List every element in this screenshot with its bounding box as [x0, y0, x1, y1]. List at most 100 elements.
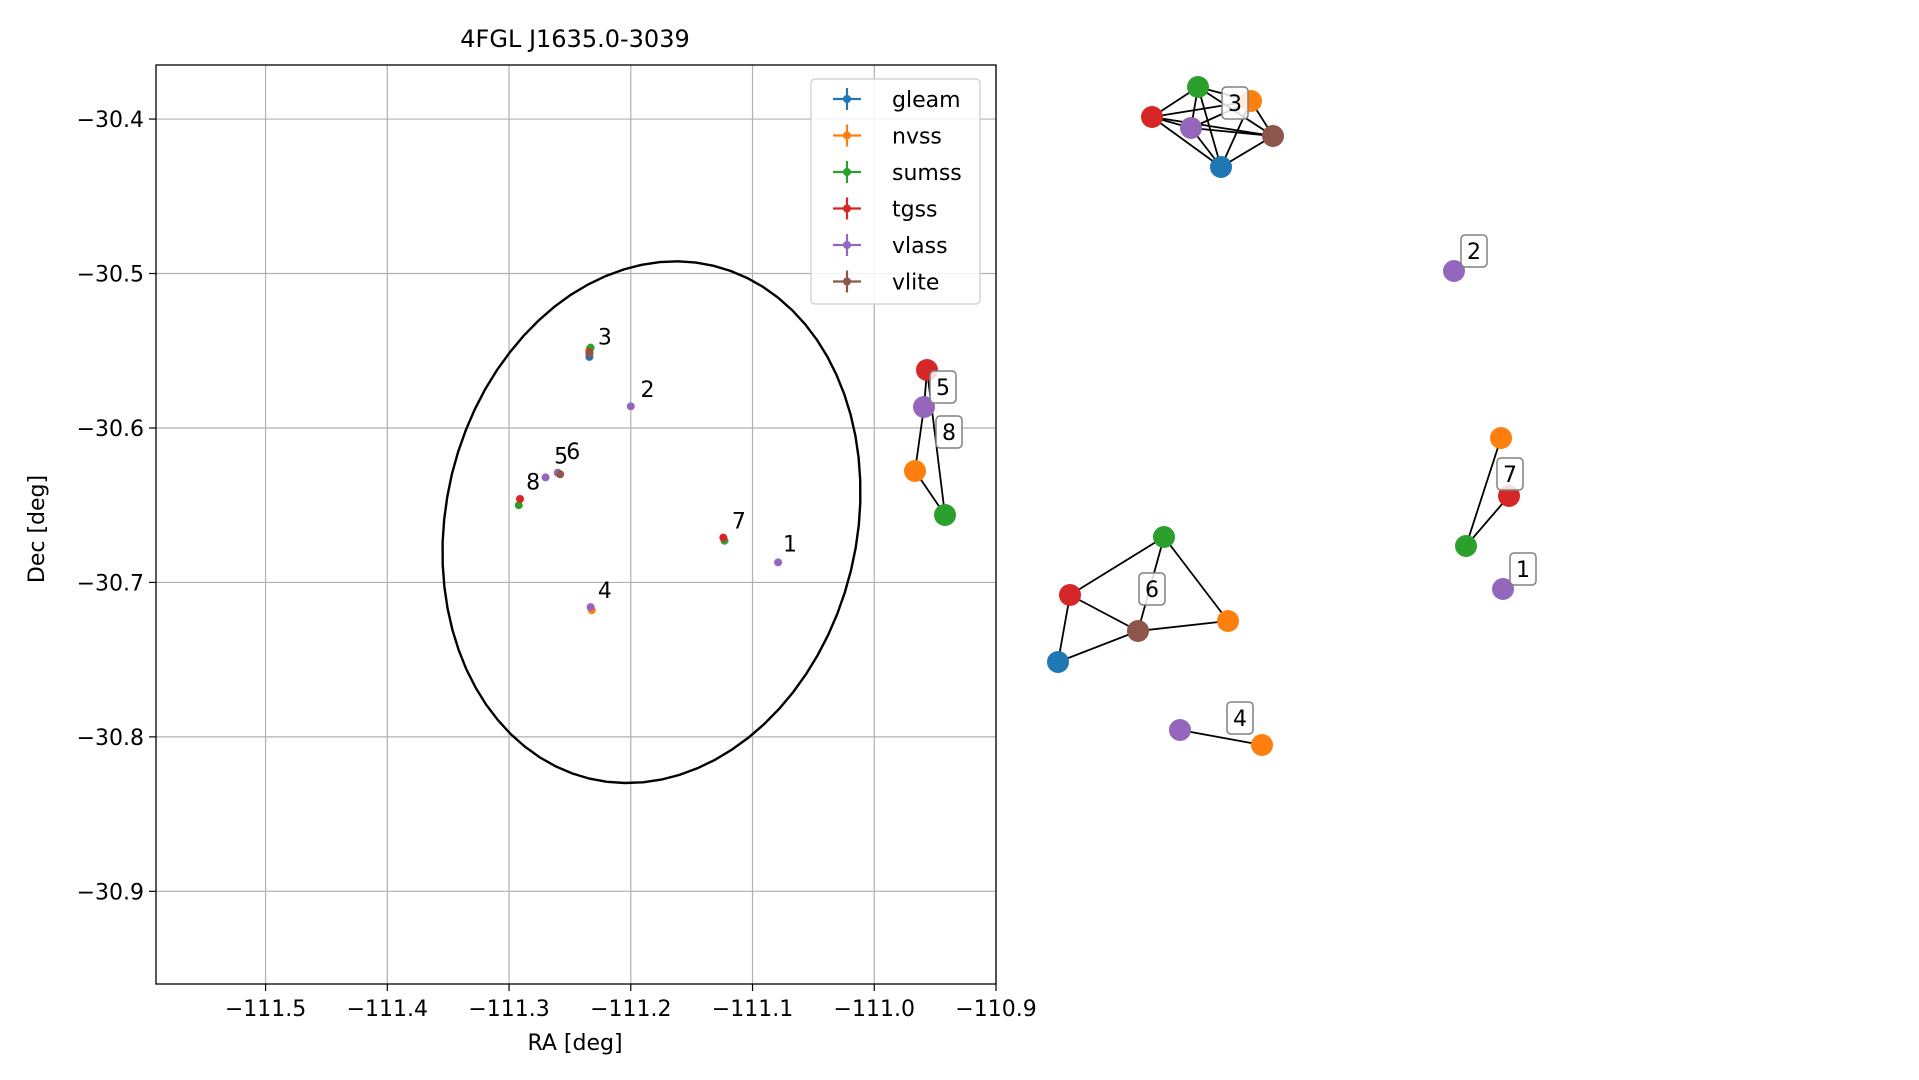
network-node-nvss: [904, 460, 926, 482]
x-tick-label: −110.9: [955, 997, 1036, 1022]
point-annotation: 8: [526, 471, 540, 496]
legend-marker-dot: [843, 168, 851, 176]
legend-label: nvss: [892, 125, 942, 150]
error-ellipse: [441, 260, 862, 785]
network-node-vlass: [1492, 578, 1514, 600]
legend-items: gleam nvss sumss tgss vlass vlite: [833, 88, 962, 296]
network-edge: [1057, 630, 1139, 663]
network-edge: [1151, 116, 1222, 168]
point-annotations: 1 2 3 4 56 7 8: [526, 326, 797, 604]
point-annotation: 6: [566, 440, 580, 465]
point-annotation: 5: [554, 444, 568, 469]
network-label-box: [1460, 234, 1488, 268]
network-edge: [1069, 536, 1165, 596]
network-node-sumss: [934, 504, 956, 526]
point-vlite: [585, 349, 594, 358]
network-node-sumss: [1153, 526, 1175, 548]
legend-item-sumss: sumss: [833, 161, 962, 186]
point-annotation: 7: [732, 509, 746, 534]
network-label-text: 1: [1516, 558, 1530, 583]
y-tick-label: −30.9: [77, 880, 144, 905]
x-tick-label: −111.1: [712, 997, 793, 1022]
network-label-box: [1496, 457, 1524, 491]
network-node-gleam: [1210, 156, 1232, 178]
legend-marker-dot: [843, 95, 851, 103]
network-node-sumss: [1455, 535, 1477, 557]
network-node-vlass: [1169, 719, 1191, 741]
network-label: 7: [1496, 457, 1524, 491]
legend-label: vlite: [892, 271, 939, 296]
network-label-box: [1226, 701, 1254, 735]
network-label: 2: [1460, 234, 1488, 268]
y-tick-label: −30.8: [77, 726, 144, 751]
network-label: 4: [1226, 701, 1254, 735]
network-node-sumss: [1187, 76, 1209, 98]
legend: gleam nvss sumss tgss vlass vlite: [810, 78, 981, 305]
network-edge: [1163, 536, 1229, 622]
chart-title: 4FGL J1635.0-3039: [460, 25, 689, 53]
x-tick-label: −111.4: [347, 997, 428, 1022]
legend-item-nvss: nvss: [833, 124, 942, 150]
x-tick-label: −111.3: [468, 997, 549, 1022]
legend-label: gleam: [892, 88, 961, 113]
y-tick-label: −30.6: [77, 417, 144, 442]
network-label-text: 4: [1233, 707, 1247, 732]
network-node-vlite: [1262, 125, 1284, 147]
network-node-vlite: [1127, 620, 1149, 642]
point-annotation: 4: [598, 579, 612, 604]
network-label-text: 7: [1503, 463, 1517, 488]
axes-frame: [155, 64, 997, 985]
x-tick-label: −111.5: [225, 997, 306, 1022]
legend-item-tgss: tgss: [833, 197, 938, 223]
network-node-nvss: [1251, 734, 1273, 756]
y-tick-label: −30.4: [77, 108, 144, 133]
network-edge: [1069, 594, 1139, 632]
legend-marker-dot: [843, 277, 851, 286]
network-edge: [1190, 127, 1274, 137]
network-label-text: 6: [1145, 578, 1159, 603]
point-annotation: 3: [598, 326, 612, 351]
network-edge: [1057, 594, 1071, 663]
network-nodes: [904, 76, 1520, 756]
y-tick-label: −30.7: [77, 571, 144, 596]
legend-item-vlass: vlass: [833, 234, 948, 259]
legend-label: sumss: [892, 161, 962, 186]
network-label: 5: [929, 370, 957, 404]
network-label-text: 8: [942, 421, 956, 446]
network-node-vlass: [913, 396, 935, 418]
legend-item-gleam: gleam: [833, 88, 961, 113]
point-tgss: [516, 495, 524, 504]
point-vlite: [556, 470, 565, 479]
network-label-box: [1138, 572, 1166, 606]
network-edge: [1197, 86, 1222, 168]
network-label: 6: [1138, 572, 1166, 606]
y-axis-ticks: −30.4 −30.5 −30.6 −30.7 −30.8 −30.9: [77, 108, 156, 905]
network-node-vlass: [1443, 260, 1465, 282]
network-label-box: [1509, 552, 1537, 586]
point-annotation: 1: [783, 533, 797, 558]
network-label: 1: [1509, 552, 1537, 586]
grid: [156, 65, 997, 984]
network-edge: [1465, 437, 1502, 547]
network-label: 3: [1221, 86, 1249, 120]
network-node-vlass: [1180, 117, 1202, 139]
legend-marker-dot: [843, 204, 851, 213]
network-label: 8: [935, 415, 963, 449]
network-edge: [1151, 116, 1274, 137]
point-vlass: [626, 402, 635, 411]
error-ellipse-group: [441, 260, 862, 785]
legend-item-vlite: vlite: [833, 270, 939, 296]
network-label-text: 5: [936, 376, 950, 401]
network-labels: 1 2 3 4 5 6 7 8: [929, 86, 1537, 735]
network-node-tgss: [1059, 584, 1081, 606]
x-tick-label: −111.0: [834, 997, 915, 1022]
x-axis-ticks: −111.5 −111.4 −111.3 −111.2 −111.1 −111.0 −110…: [225, 984, 1037, 1022]
network-label-text: 3: [1228, 92, 1242, 117]
data-points: [514, 343, 783, 615]
point-vlass: [774, 558, 783, 567]
legend-label: tgss: [892, 198, 938, 223]
legend-marker-dot: [843, 241, 851, 249]
network-node-nvss: [1490, 427, 1512, 449]
